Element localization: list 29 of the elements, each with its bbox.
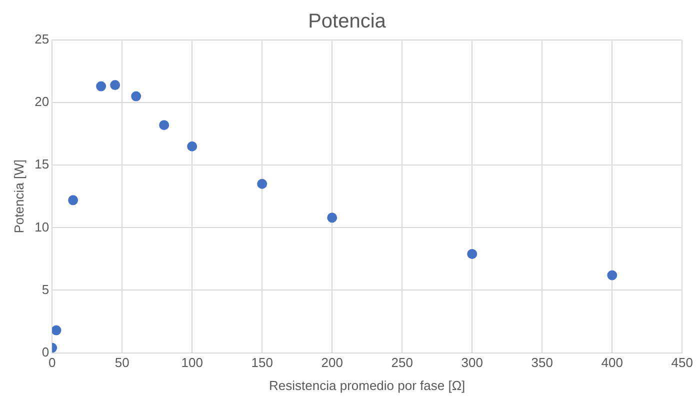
point	[96, 81, 106, 92]
y-tick-label: 0	[42, 344, 50, 360]
point	[467, 248, 478, 259]
point	[187, 141, 198, 152]
point	[159, 120, 170, 130]
y-axis-title: Potencia [W]	[11, 160, 26, 234]
point	[327, 212, 338, 223]
x-tick-label: 150	[251, 355, 273, 370]
x-tick-label: 250	[391, 355, 413, 370]
x-tick-label: 100	[181, 355, 203, 370]
x-tick-label: 50	[114, 355, 130, 370]
point	[131, 91, 142, 102]
point	[607, 270, 618, 280]
y-tick-label: 20	[34, 94, 50, 110]
x-tick-label: 450	[671, 355, 694, 370]
y-tick-label: 10	[34, 219, 50, 234]
point	[257, 178, 268, 189]
x-tick-label: 400	[601, 355, 623, 370]
chart-title: Potencia	[308, 10, 387, 33]
x-tick-label: 200	[321, 355, 343, 370]
point	[110, 80, 120, 90]
y-tick-label: 25	[34, 32, 50, 47]
y-tick-label: 5	[42, 282, 50, 297]
point	[68, 195, 78, 206]
x-tick-label: 350	[531, 355, 553, 370]
y-tick-label: 15	[34, 156, 50, 172]
point	[52, 325, 62, 336]
x-tick-label: 300	[461, 355, 483, 370]
x-axis-title: Resistencia promedio por fase [Ω]	[269, 378, 466, 393]
